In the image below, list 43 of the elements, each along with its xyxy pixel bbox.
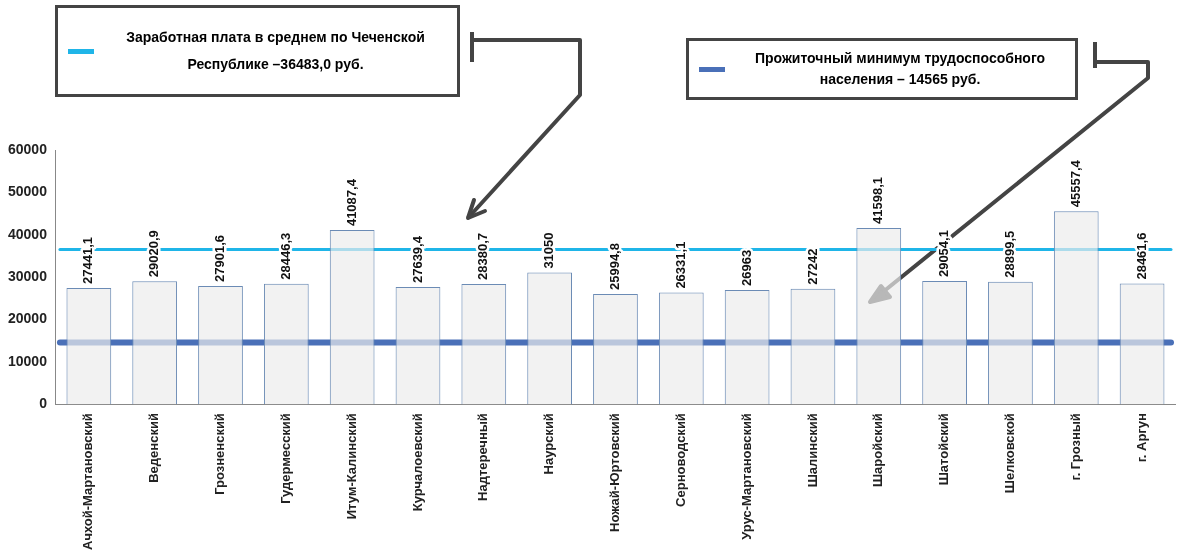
y-tick-label: 60000 <box>7 140 48 157</box>
data-label: 26331,1 <box>672 241 688 289</box>
data-label: 28380,7 <box>475 232 491 280</box>
data-label: 28899,5 <box>1002 230 1018 278</box>
data-label: 27901,6 <box>212 234 228 282</box>
data-label: 31050 <box>541 232 557 269</box>
x-tick-label: Ножай-Юртовский <box>607 413 623 532</box>
data-label: 28446,3 <box>277 232 293 280</box>
x-tick-label: Шалинский <box>804 413 820 488</box>
data-label: 29020,9 <box>146 230 162 278</box>
x-tick-label: Шатойский <box>936 413 952 486</box>
data-label: 29054,1 <box>936 230 952 278</box>
data-label: 45557,4 <box>1067 159 1083 208</box>
y-tick-label: 50000 <box>7 183 48 200</box>
data-label: 27441,1 <box>80 236 96 284</box>
data-label: 41087,4 <box>343 178 359 227</box>
x-tick-label: г. Грозный <box>1067 413 1083 481</box>
data-label: 26963 <box>738 249 754 286</box>
x-tick-label: Веденский <box>146 413 162 483</box>
x-tick-label: г. Аргун <box>1133 413 1149 463</box>
x-tick-label: Грозненский <box>212 413 228 495</box>
x-tick-label: Надтеречный <box>475 413 491 501</box>
data-label: 27639,4 <box>409 235 425 284</box>
data-label: 28461,6 <box>1133 232 1149 280</box>
data-label: 25994,8 <box>607 243 623 291</box>
x-tick-label: Шелковской <box>1002 413 1018 494</box>
x-tick-label: Ачхой-Мартановский <box>80 413 96 551</box>
x-tick-label: Курчалоевский <box>409 413 425 512</box>
x-tick-label: Шаройский <box>870 413 886 488</box>
x-tick-label: Урус-Мартановский <box>738 413 754 540</box>
y-tick-label: 30000 <box>7 267 48 284</box>
x-tick-label: Серноводский <box>672 413 688 507</box>
x-tick-label: Гудермесский <box>277 413 293 504</box>
y-tick-label: 20000 <box>7 310 48 327</box>
y-tick-label: 10000 <box>7 352 48 369</box>
y-tick-label: 0 <box>39 394 48 411</box>
data-label: 41598,1 <box>870 176 886 224</box>
legend-label: Заработная плата в среднем по Чеченской Республике –36483,0 руб. <box>125 28 426 74</box>
data-label: 27242 <box>804 248 820 285</box>
x-tick-label: Наурский <box>541 413 557 475</box>
legend-label: Прожиточный минимум трудоспособного населения – 14565 руб. <box>753 49 1047 89</box>
x-tick-label: Итум-Калинский <box>343 413 359 520</box>
y-tick-label: 40000 <box>7 225 48 242</box>
